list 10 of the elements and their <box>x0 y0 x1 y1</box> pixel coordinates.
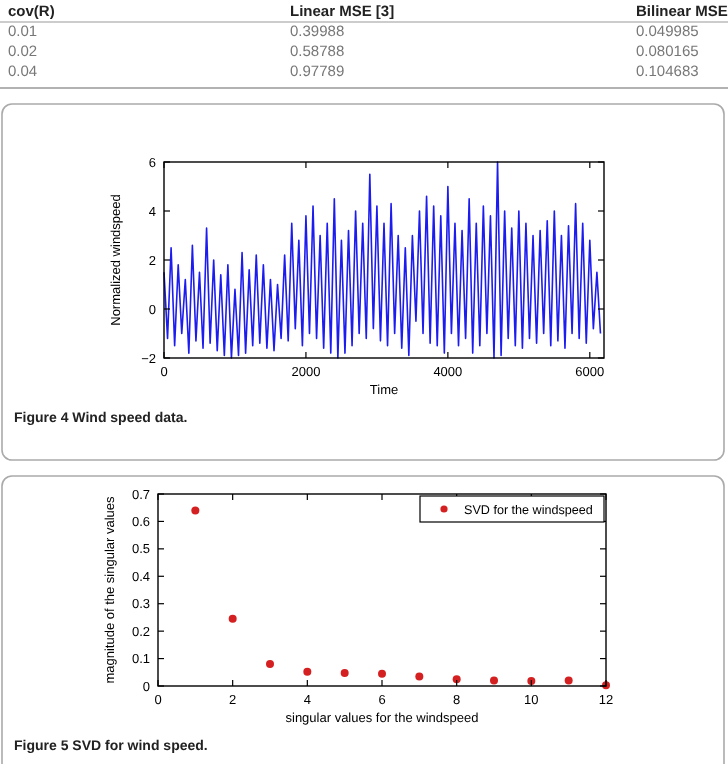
point <box>490 676 498 685</box>
point <box>340 669 349 678</box>
point <box>415 672 424 681</box>
point <box>266 660 274 669</box>
line-series <box>163 161 602 359</box>
point <box>303 667 312 676</box>
point <box>191 506 200 515</box>
point <box>228 614 237 623</box>
point <box>564 676 573 685</box>
point <box>378 669 386 678</box>
